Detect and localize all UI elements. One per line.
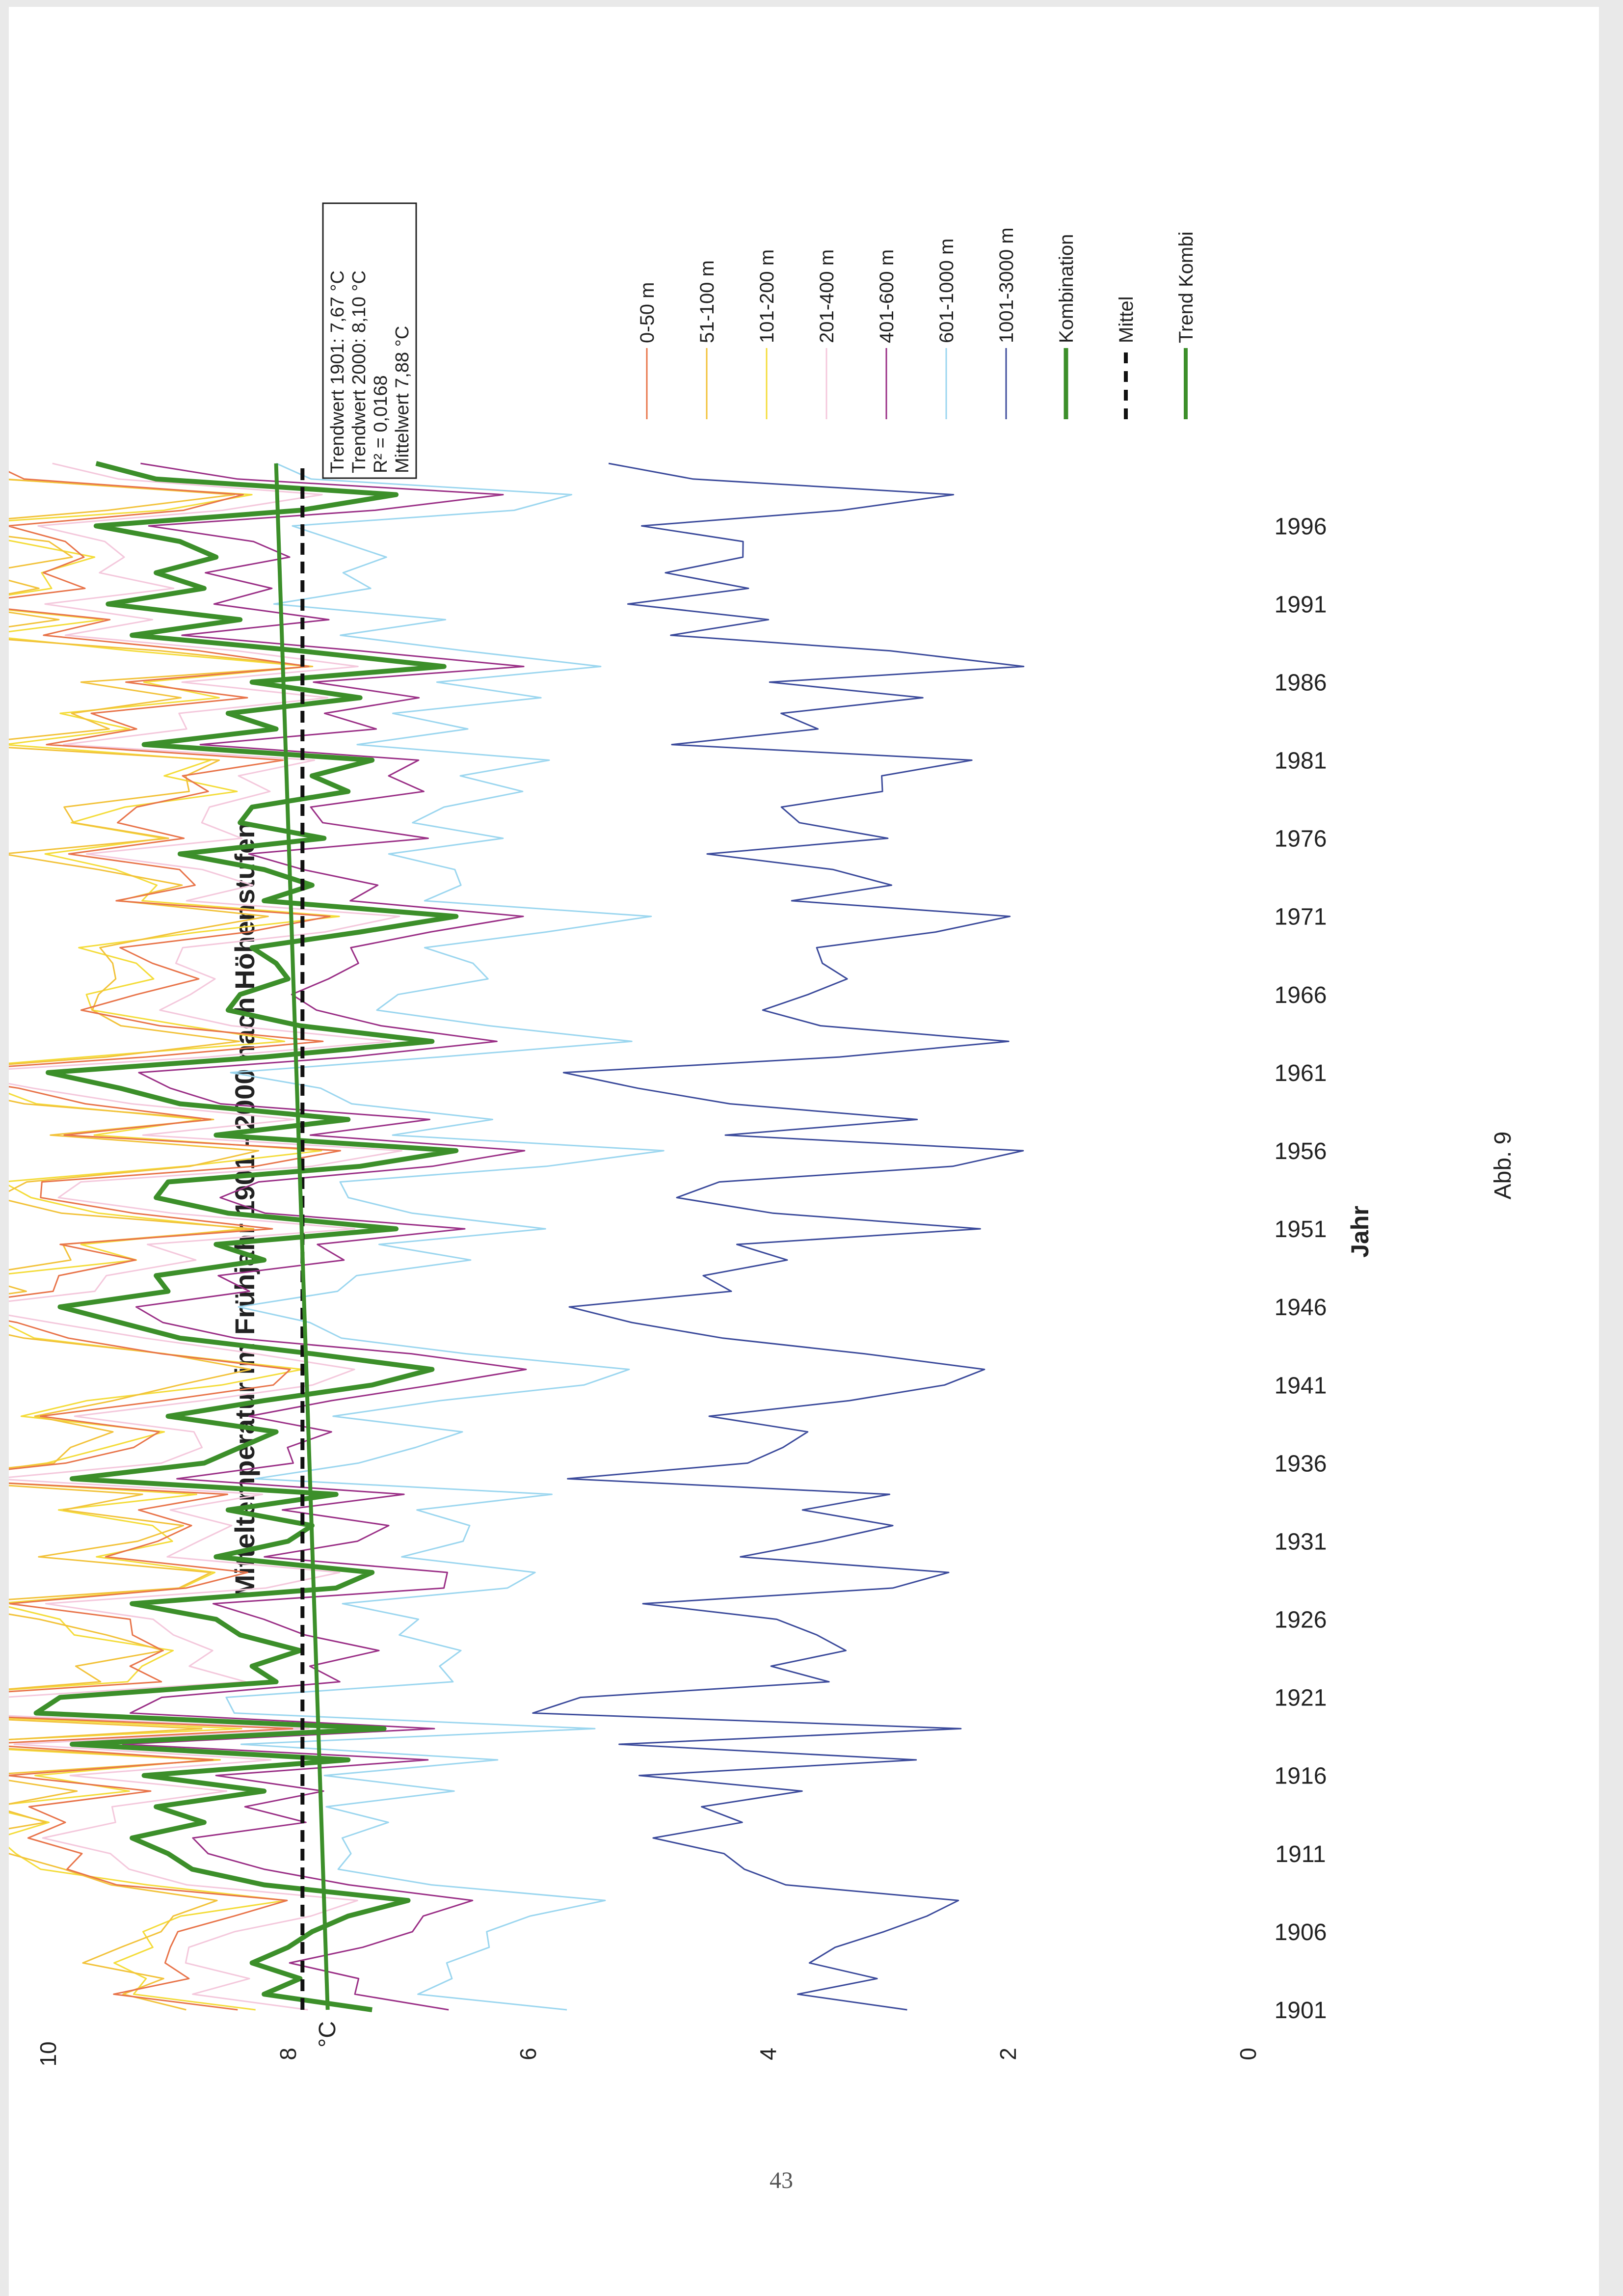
y-tick-label: 0 — [1235, 2048, 1261, 2060]
y-tick-labels: 02468101214 — [35, 2041, 1261, 2066]
x-tick-label: 1916 — [1275, 1763, 1327, 1789]
legend-label: 0-50 m — [637, 282, 658, 344]
x-tick-label: 1956 — [1275, 1138, 1327, 1164]
x-tick-label: 1931 — [1275, 1529, 1327, 1555]
legend-label: Mittel — [1116, 296, 1137, 343]
x-tick-label: 1941 — [1275, 1373, 1327, 1399]
page-number: 43 — [770, 2167, 793, 2193]
legend-label: 51-100 m — [696, 260, 718, 343]
legend-label: Kombination — [1056, 234, 1077, 343]
legend-label: 601-1000 m — [936, 239, 958, 343]
y-tick-label: 6 — [515, 2048, 541, 2060]
legend: 0-50 m 51-100 m 101-200 m 201-400 m 401-600 … — [637, 227, 1197, 419]
y-tick-label: 2 — [995, 2048, 1021, 2060]
legend-label: Trend Kombi — [1175, 232, 1197, 344]
x-tick-label: 1981 — [1275, 748, 1327, 774]
y-axis-label: °C — [315, 2021, 341, 2048]
x-tick-label: 1951 — [1275, 1216, 1327, 1243]
x-tick-label: 1991 — [1275, 592, 1327, 618]
legend-label: 101-200 m — [756, 249, 778, 343]
x-tick-label: 1976 — [1275, 826, 1327, 852]
x-tick-label: 1911 — [1275, 1841, 1326, 1867]
series-lines — [9, 461, 1025, 2012]
series-line-0-50-m — [9, 471, 342, 2011]
y-tick-label: 4 — [755, 2048, 781, 2060]
stats-box: Trendwert 1901: 7,67 °C Trendwert 2000: … — [322, 202, 417, 479]
chart: Mitteltemperatur im Frühjahr 1901 - 2000… — [9, 202, 1516, 2067]
series-line-601-1000-m — [225, 462, 665, 2011]
x-tick-label: 1961 — [1275, 1060, 1327, 1086]
x-tick-label: 1996 — [1275, 513, 1327, 540]
legend-label: 1001-3000 m — [996, 227, 1017, 343]
stats-line: Trendwert 1901: 7,67 °C — [327, 270, 348, 473]
x-tick-label: 1921 — [1275, 1685, 1327, 1711]
stats-box-frame — [322, 202, 417, 479]
stats-line: R² = 0,0168 — [371, 375, 391, 473]
stats-line: Trendwert 2000: 8,10 °C — [349, 270, 370, 473]
x-tick-label: 1946 — [1275, 1295, 1327, 1321]
legend-label: 201-400 m — [816, 249, 838, 343]
series-line-kombination — [33, 461, 459, 2012]
x-tick-label: 1966 — [1275, 982, 1327, 1008]
figure-caption: Abb. 9 — [1490, 1132, 1516, 1200]
y-tick-label: 8 — [275, 2048, 301, 2060]
page-sheet: Mitteltemperatur im Frühjahr 1901 - 2000… — [9, 7, 1599, 2296]
x-tick-labels: 1901 1906 1911 1916 1921 1926 1931 1936 1941 1946… — [1275, 513, 1327, 2024]
x-tick-label: 1901 — [1275, 1998, 1327, 2024]
y-tick-label: 10 — [35, 2041, 61, 2066]
x-tick-label: 1971 — [1275, 904, 1327, 930]
x-tick-label: 1936 — [1275, 1451, 1327, 1477]
series-line-201-400-m — [9, 462, 403, 2011]
x-axis-label: Jahr — [1346, 1206, 1374, 1258]
stats-line: Mittelwert 7,88 °C — [392, 326, 413, 473]
x-tick-label: 1926 — [1275, 1607, 1327, 1633]
x-tick-label: 1906 — [1275, 1919, 1327, 1945]
legend-label: 401-600 m — [876, 249, 898, 343]
x-tick-label: 1986 — [1275, 670, 1327, 696]
series-line-401-600-m — [122, 462, 527, 2011]
series-line-trend-kombi — [274, 463, 330, 2010]
series-line-1001-3000-m — [532, 462, 1025, 2011]
